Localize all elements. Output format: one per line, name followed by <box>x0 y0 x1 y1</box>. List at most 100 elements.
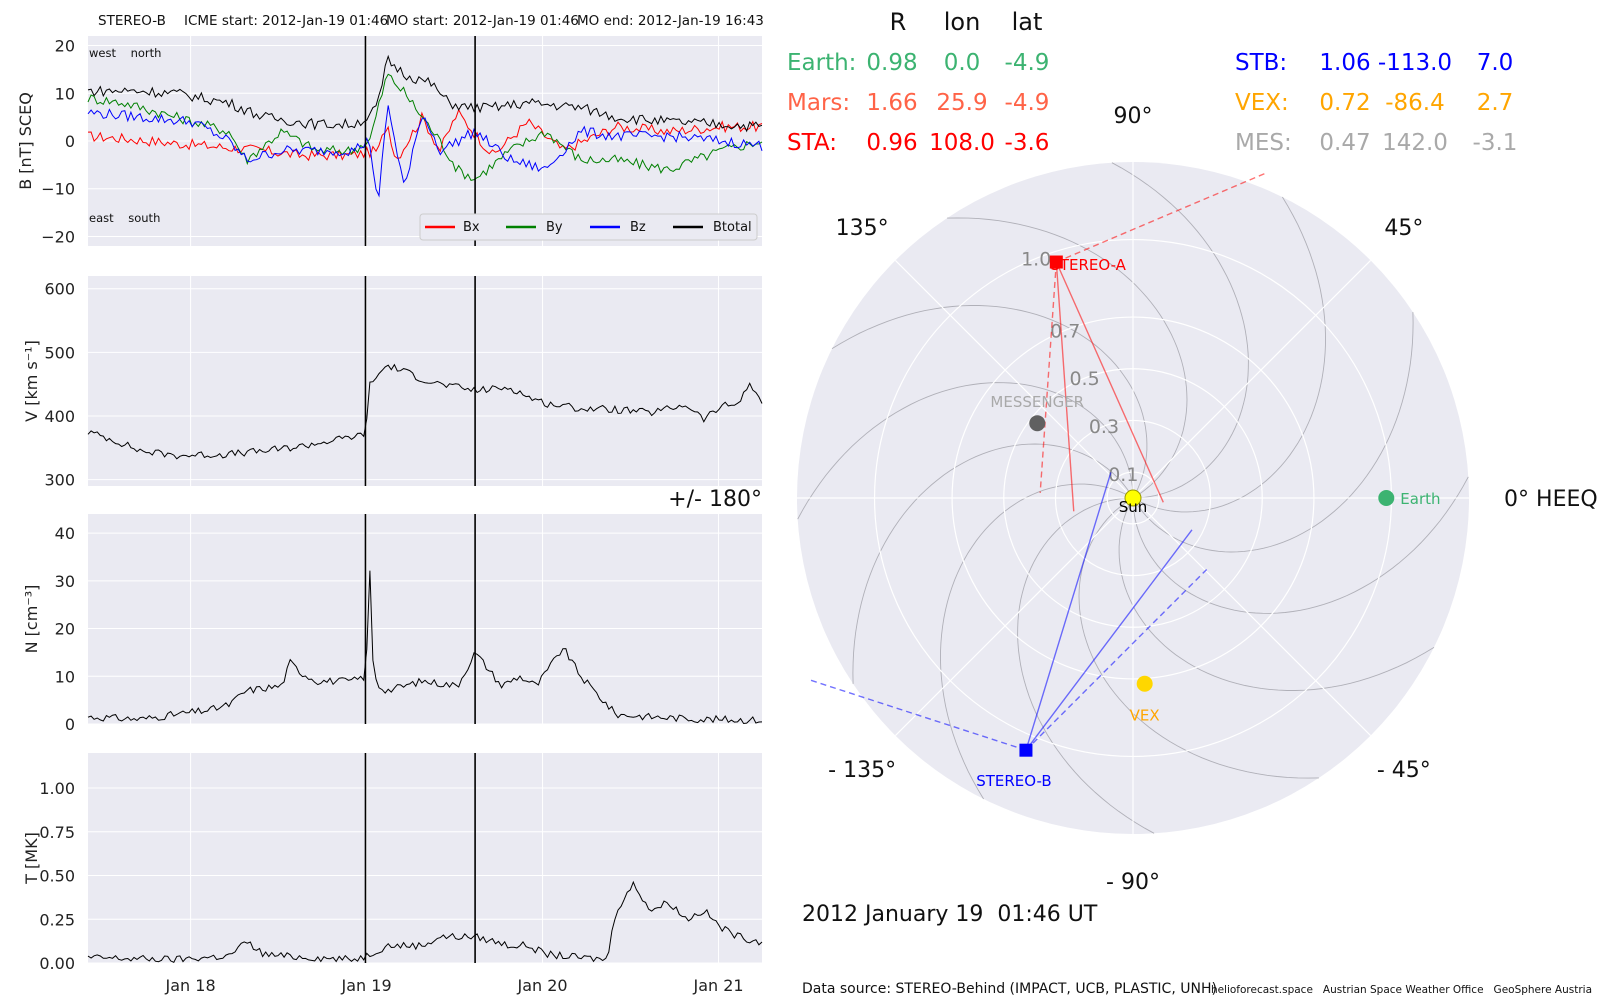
legend-label-by: By <box>546 220 563 235</box>
b-field-legend: Bx By Bz Btotal <box>419 213 758 241</box>
body-label-sun: Sun <box>1119 498 1148 516</box>
speed-panel: 600 500 400 300 V [km s⁻¹] <box>22 276 763 490</box>
col-header-r: R <box>890 8 907 36</box>
position-lat-stb: 7.0 <box>1477 50 1514 76</box>
position-lon-mes: 142.0 <box>1382 130 1448 156</box>
parker-spiral-line <box>1111 162 1249 499</box>
plot-date: 2012 January 19 01:46 UT <box>802 902 1098 927</box>
angle-label: - 45° <box>1377 758 1431 783</box>
y-axis-label: N [cm⁻³] <box>22 585 41 654</box>
fov-line <box>1056 171 1269 263</box>
position-name-vex: VEX: <box>1235 90 1289 116</box>
parker-spiral-line <box>1132 196 1326 513</box>
legend-label-bx: Bx <box>463 220 480 235</box>
x-tick-label: Jan 18 <box>165 976 216 995</box>
y-axis-label: B [nT] SCEQ <box>16 92 35 190</box>
header-spacecraft: STEREO-B <box>98 13 166 29</box>
parker-spiral-line <box>1132 476 1469 614</box>
fov-line <box>1025 568 1208 751</box>
y-tick-label: 0.75 <box>39 823 75 842</box>
position-lon-mars: 25.9 <box>936 90 987 116</box>
positions-rows: Earth: 0.98 0.0 -4.9 Mars: 1.66 25.9 -4.9 STA: 0.… <box>787 50 1517 156</box>
position-lat-vex: 2.7 <box>1477 90 1514 116</box>
x-tick-label: Jan 20 <box>516 976 567 995</box>
position-lon-sta: 108.0 <box>929 130 995 156</box>
body-label-stereo-b: STEREO-B <box>976 772 1051 790</box>
parker-spiral-line <box>797 382 1134 520</box>
series-line-v <box>87 363 763 460</box>
body-label-vex: VEX <box>1130 707 1160 725</box>
col-header-lon: lon <box>944 8 981 36</box>
y-tick-label: 10 <box>55 667 75 686</box>
series-line-t <box>87 880 763 963</box>
body-marker-vex <box>1136 675 1153 692</box>
position-name-sta: STA: <box>787 130 837 156</box>
y-tick-label: 20 <box>55 620 75 639</box>
credits: helioforecast.space Austrian Space Weath… <box>1211 984 1592 996</box>
series-line-btotal <box>87 54 763 133</box>
legend-label-btotal: Btotal <box>713 220 752 235</box>
body-label-messenger: MESSENGER <box>990 393 1084 411</box>
y-tick-label: 0.25 <box>39 910 75 929</box>
position-lat-mes: -3.1 <box>1473 130 1518 156</box>
angle-label: - 135° <box>828 758 896 783</box>
y-tick-label: 0.00 <box>39 954 75 973</box>
series-line-bz <box>87 105 763 198</box>
body-marker-stereo-b <box>1019 743 1033 757</box>
position-name-mes: MES: <box>1235 130 1292 156</box>
radial-tick-label: 0.7 <box>1050 320 1080 342</box>
legend-box <box>419 213 758 241</box>
header-icme-start: ICME start: 2012-Jan-19 01:46 <box>184 13 388 29</box>
position-name-earth: Earth: <box>787 50 856 76</box>
position-r-vex: 0.72 <box>1319 90 1370 116</box>
body-marker-stereo-a <box>1049 255 1063 269</box>
series-line-bx <box>87 108 763 162</box>
data-source: Data source: STEREO-Behind (IMPACT, UCB,… <box>802 981 1217 997</box>
x-tick-label: Jan 19 <box>341 976 392 995</box>
parker-spiral-line <box>831 305 1148 499</box>
y-tick-label: 300 <box>44 471 75 490</box>
y-axis-label: T [MK] <box>22 832 41 885</box>
series-line-n <box>87 570 763 725</box>
y-tick-label: 20 <box>55 37 75 56</box>
y-tick-label: 500 <box>44 343 75 362</box>
header-line: STEREO-B ICME start: 2012-Jan-19 01:46 M… <box>98 13 764 29</box>
fov-line <box>1025 472 1112 751</box>
y-tick-label: 400 <box>44 407 75 426</box>
corner-label-west-north: west north <box>89 46 161 60</box>
positions-table: R lon lat Earth: 0.98 0.0 -4.9 Mars: 1.66 25.9… <box>787 8 1517 156</box>
panel-background <box>88 514 762 724</box>
parker-spiral-line <box>940 483 1134 800</box>
position-r-mes: 0.47 <box>1319 130 1370 156</box>
angle-label: 135° <box>836 216 889 241</box>
radial-tick-label: 0.5 <box>1069 368 1099 390</box>
position-lat-mars: -4.9 <box>1005 90 1050 116</box>
position-lat-earth: -4.9 <box>1005 50 1050 76</box>
parker-spiral-line <box>1118 497 1435 691</box>
position-lon-vex: -86.4 <box>1385 90 1445 116</box>
header-mo-start: MO start: 2012-Jan-19 01:46 <box>386 13 579 29</box>
corner-label-east-south: east south <box>89 211 160 225</box>
y-tick-label: 0 <box>65 132 75 151</box>
temperature-panel: 1.00 0.75 0.50 0.25 0.00 T [MK] Jan 18 Jan 19 Ja… <box>22 753 763 995</box>
y-tick-label: 40 <box>55 524 75 543</box>
position-lon-stb: -113.0 <box>1378 50 1452 76</box>
density-panel: 40 30 20 10 0 N [cm⁻³] <box>22 514 763 734</box>
x-tick-label: Jan 21 <box>692 976 743 995</box>
position-r-stb: 1.06 <box>1319 50 1370 76</box>
angular-grid-line <box>894 259 1134 499</box>
body-marker-sun <box>1124 489 1142 507</box>
body-marker-earth <box>1378 490 1395 506</box>
y-tick-label: 30 <box>55 572 75 591</box>
fov-line <box>1055 261 1075 512</box>
fov-line <box>806 678 1027 751</box>
y-tick-label: −20 <box>41 227 75 246</box>
angular-grid-line <box>1132 259 1372 499</box>
angle-label: +/- 180° <box>668 487 762 512</box>
position-r-mars: 1.66 <box>866 90 917 116</box>
body-label-earth: Earth <box>1400 490 1440 508</box>
position-lat-sta: -3.6 <box>1005 130 1050 156</box>
header-mo-end: MO end: 2012-Jan-19 16:43 <box>577 13 764 29</box>
